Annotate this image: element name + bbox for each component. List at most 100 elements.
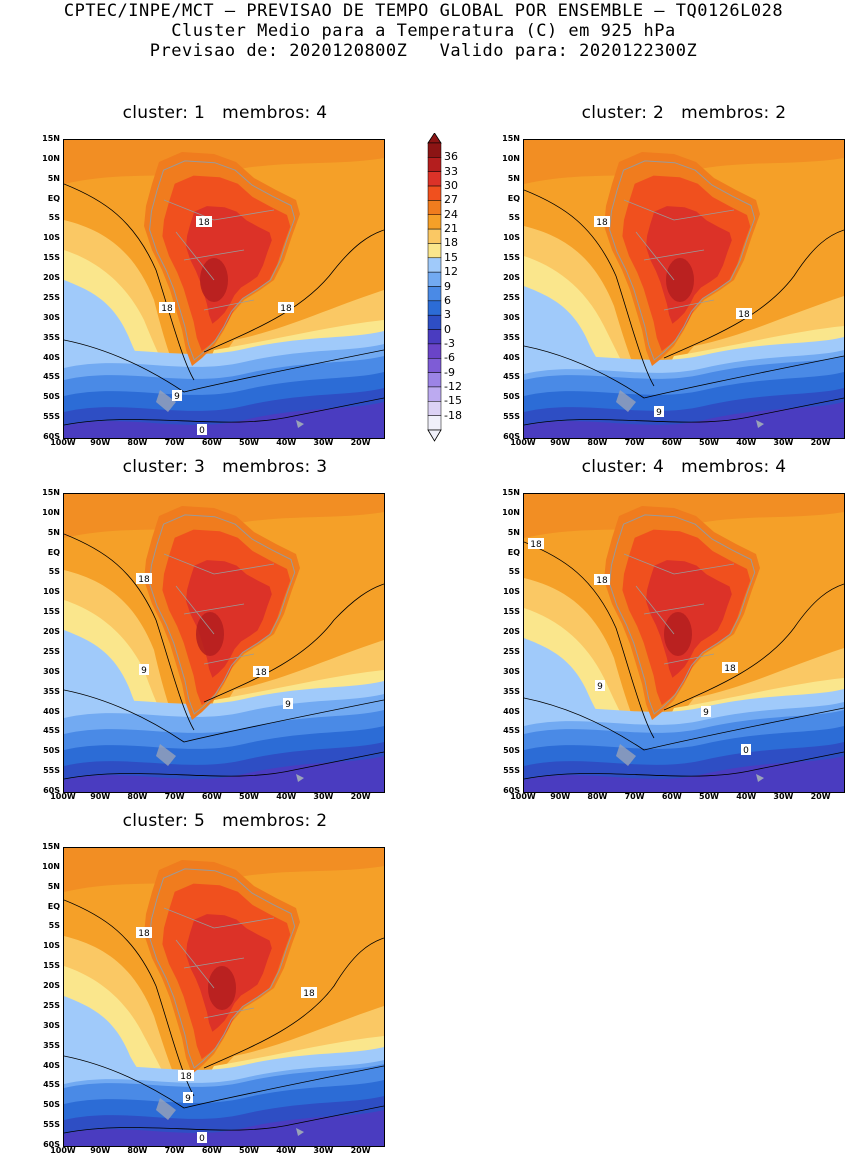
contour-label: 0 (197, 424, 207, 436)
lat-tick-label: 10N (502, 153, 520, 163)
contour-label: 9 (595, 680, 605, 692)
lon-tick-label: 70W (164, 1146, 185, 1155)
contour-label: 18 (159, 302, 175, 314)
lat-tick-label: 15S (43, 961, 60, 971)
contour-label: 18 (736, 308, 752, 320)
lat-tick-label: 50S (503, 392, 520, 402)
map-title-line-2: Cluster Medio para a Temperatura (C) em … (171, 21, 676, 41)
svg-text:18: 18 (138, 575, 150, 585)
colorbar-label: 12 (444, 265, 458, 279)
svg-text:9: 9 (597, 682, 603, 692)
colorbar-label: 18 (444, 236, 458, 250)
lat-tick-label: 40S (503, 706, 520, 716)
lat-tick-label: 25S (43, 292, 60, 302)
lat-tick-label: 30S (43, 666, 60, 676)
lon-tick-label: 90W (550, 438, 571, 447)
colorbar-swatch (427, 401, 442, 416)
lat-tick-label: 25S (503, 292, 520, 302)
contour-label: 9 (172, 390, 182, 402)
svg-text:18: 18 (738, 310, 750, 320)
lat-tick-label: 45S (503, 372, 520, 382)
lat-tick-label: 20S (43, 981, 60, 991)
lat-tick-label: 40S (43, 352, 60, 362)
svg-text:9: 9 (174, 392, 180, 402)
colorbar-swatch (427, 185, 442, 201)
lat-tick-label: 60S (43, 786, 60, 795)
lat-tick-label: 50S (503, 746, 520, 756)
colorbar-label: -15 (444, 394, 462, 408)
lat-tick-label: 15N (42, 134, 60, 143)
svg-text:0: 0 (743, 746, 749, 756)
lon-tick-label: 20W (350, 792, 371, 801)
lon-tick-label: 60W (201, 1146, 222, 1155)
lon-tick-label: 100W (50, 1146, 76, 1155)
colorbar-swatch (427, 329, 442, 345)
lat-tick-label: 55S (503, 412, 520, 422)
colorbar-swatch (427, 358, 442, 373)
lat-tick-label: 50S (43, 392, 60, 402)
lat-tick-label: 25S (43, 646, 60, 656)
colorbar-swatch (427, 228, 442, 244)
lat-tick-label: 15N (502, 134, 520, 143)
lon-tick-label: 70W (624, 438, 645, 447)
colorbar-swatch (427, 257, 442, 273)
lat-tick-label: 10S (43, 941, 60, 951)
lon-tick-label: 60W (201, 792, 222, 801)
lat-tick-label: 55S (43, 1120, 60, 1130)
contour-label: 0 (197, 1132, 207, 1144)
cluster-3-title: cluster: 3 membros: 3 (122, 457, 328, 477)
lon-tick-label: 50W (239, 792, 259, 801)
cluster-2-title: cluster: 2 membros: 2 (581, 103, 787, 123)
colorbar-label: 21 (444, 222, 458, 236)
colorbar-swatch (427, 214, 442, 230)
lat-tick-label: 5S (48, 213, 60, 223)
lon-tick-label: 40W (736, 438, 757, 447)
cluster-1-map: 18 18 18 9 0 (63, 139, 385, 439)
colorbar-label: 33 (444, 164, 458, 178)
contour-label: 9 (701, 706, 711, 718)
lat-tick-label: EQ (507, 547, 520, 557)
lon-tick-label: 70W (624, 792, 645, 801)
colorbar-swatch (427, 243, 442, 259)
lon-tick-label: 30W (313, 792, 334, 801)
colorbar-label: 36 (444, 150, 458, 164)
lat-tick-label: 35S (503, 332, 520, 342)
lon-tick-label: 100W (50, 438, 76, 447)
lat-tick-label: 35S (43, 686, 60, 696)
contour-label: 9 (654, 406, 664, 418)
lat-tick-label: 15S (43, 253, 60, 263)
colorbar-swatch (427, 372, 442, 388)
lat-tick-label: 5N (47, 173, 60, 183)
colorbar-label: -9 (444, 365, 455, 379)
colorbar-label: 9 (444, 279, 451, 293)
lon-tick-label: 20W (350, 438, 371, 447)
colorbar-label: -18 (444, 408, 462, 422)
svg-text:18: 18 (138, 929, 150, 939)
lat-tick-label: 40S (503, 352, 520, 362)
lon-tick-label: 90W (90, 438, 111, 447)
lon-tick-label: 90W (550, 792, 571, 801)
lat-tick-label: 35S (43, 1040, 60, 1050)
contour-label: 18 (196, 216, 212, 228)
lon-tick-label: 80W (587, 792, 608, 801)
lon-tick-label: 50W (699, 438, 719, 447)
colorbar-label: -3 (444, 336, 455, 350)
lat-tick-label: 50S (43, 746, 60, 756)
cluster-1-title: cluster: 1 membros: 4 (122, 103, 328, 123)
lon-tick-label: 40W (736, 792, 757, 801)
lon-tick-label: 100W (50, 792, 76, 801)
colorbar-label: 30 (444, 179, 458, 193)
lat-tick-label: 5N (47, 881, 60, 891)
contour-label: 18 (528, 538, 544, 550)
lat-tick-label: 55S (43, 412, 60, 422)
lat-tick-label: 10N (42, 507, 60, 517)
lat-tick-label: 5S (48, 567, 60, 577)
lon-tick-label: 90W (90, 792, 111, 801)
lon-tick-label: 30W (313, 438, 334, 447)
map-title-line-1: CPTEC/INPE/MCT – PREVISAO DE TEMPO GLOBA… (63, 1, 784, 21)
lat-tick-label: 10S (43, 587, 60, 597)
svg-text:18: 18 (530, 540, 542, 550)
lat-tick-label: 15N (42, 488, 60, 497)
lat-tick-label: 10N (42, 153, 60, 163)
cluster-5-title: cluster: 5 membros: 2 (122, 811, 328, 831)
